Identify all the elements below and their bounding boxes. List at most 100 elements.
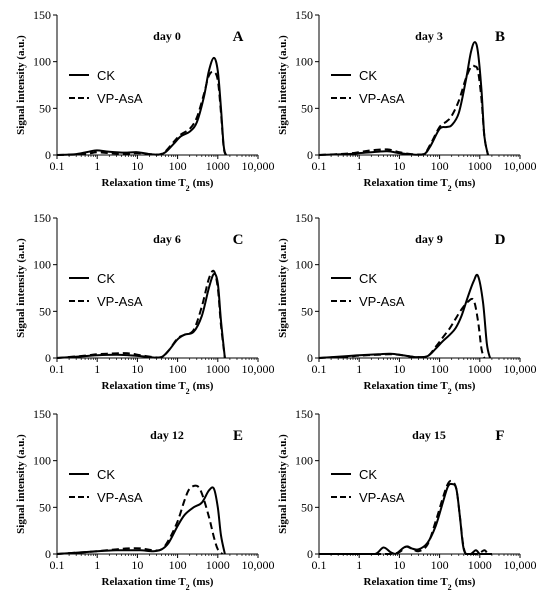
x-tick-label: 1000 [206,159,230,173]
series-line-ck [318,41,489,156]
series-line-ck [56,56,227,156]
legend-label-ck: CK [97,271,115,286]
x-tick-label: 1000 [468,558,492,572]
legend-label-vp-asa: VP-AsA [359,490,405,505]
x-tick-label: 100 [169,558,187,572]
x-tick-label: 1 [356,362,362,376]
x-tick-label: 100 [431,362,449,376]
x-axis-label-main: Relaxation time T [364,576,449,588]
y-tick-label: 100 [33,55,51,69]
x-axis-label: Relaxation time T2 (ms) [102,177,214,193]
legend-label-vp-asa: VP-AsA [97,91,143,106]
y-axis-label: Signal intensity (a.u.) [277,35,289,135]
chart-panel-a: 0 50 100 150 0.1 1 10 100 1000 10,000 Relaxation t… [15,8,275,193]
x-tick-label: 0.1 [312,159,327,173]
y-tick-label: 150 [295,8,313,22]
x-axis-label-unit: (ms) [455,576,476,588]
x-axis-label-sub: 2 [186,184,190,193]
y-axis-label: Signal intensity (a.u.) [15,35,27,135]
y-axis-label: Signal intensity (a.u.) [277,238,289,338]
x-axis-label-sub: 2 [448,184,452,193]
x-axis-label: Relaxation time T2 (ms) [102,576,214,592]
x-tick-label: 10,000 [242,159,275,173]
legend-label-vp-asa: VP-AsA [359,294,405,309]
x-tick-label: 10 [393,159,405,173]
series-line-vp-asa [56,269,226,359]
x-tick-label: 1 [94,558,100,572]
series-line-vp-asa [318,64,489,156]
x-tick-label: 0.1 [50,558,65,572]
y-tick-label: 150 [33,8,51,22]
y-tick-label: 0 [45,351,51,365]
x-tick-label: 10 [393,362,405,376]
y-tick-label: 150 [295,407,313,421]
y-tick-label: 0 [307,351,313,365]
x-axis-label: Relaxation time T2 (ms) [102,380,214,396]
x-axis-label-unit: (ms) [455,177,476,189]
legend-label-ck: CK [97,467,115,482]
legend-label-ck: CK [359,467,377,482]
x-tick-label: 10 [131,362,143,376]
y-axis-label: Signal intensity (a.u.) [15,238,27,338]
chart-panel-c: 0 50 100 150 0.1 1 10 100 1000 10,000 Relaxation t… [15,211,275,396]
y-tick-label: 0 [307,148,313,162]
x-axis-label: Relaxation time T2 (ms) [364,380,476,396]
x-tick-label: 10 [131,558,143,572]
x-tick-label: 10,000 [242,558,275,572]
y-tick-label: 50 [39,304,51,318]
y-tick-label: 150 [33,407,51,421]
chart-panel-d: 0 50 100 150 0.1 1 10 100 1000 10,000 Relaxation t… [277,211,537,396]
x-axis-label-main: Relaxation time T [364,177,449,189]
series-line-ck [56,272,226,359]
series-line-ck [319,482,492,556]
y-tick-label: 0 [45,547,51,561]
x-tick-label: 1000 [206,362,230,376]
x-tick-label: 100 [431,159,449,173]
panel-title: day 3 [415,29,443,43]
x-tick-label: 1 [94,362,100,376]
y-axis-label: Signal intensity (a.u.) [277,434,289,534]
chart-panel-b: 0 50 100 150 0.1 1 10 100 1000 10,000 Relaxation t… [277,8,537,193]
chart-panel-f: 0 50 100 150 0.1 1 10 100 1000 10,000 Relaxation t… [277,407,537,592]
y-tick-label: 100 [295,258,313,272]
x-axis-label-unit: (ms) [193,177,214,189]
x-axis-label: Relaxation time T2 (ms) [364,576,476,592]
legend-label-vp-asa: VP-AsA [359,91,405,106]
series-line-vp-asa [56,484,224,555]
legend-label-ck: CK [359,68,377,83]
legend-label-ck: CK [97,68,115,83]
y-tick-label: 100 [33,258,51,272]
x-tick-label: 10,000 [504,362,537,376]
y-axis-label: Signal intensity (a.u.) [15,434,27,534]
panel-letter: E [233,428,243,444]
x-axis-label-unit: (ms) [193,576,214,588]
panel-letter: C [233,232,244,248]
x-tick-label: 0.1 [50,362,65,376]
legend-label-vp-asa: VP-AsA [97,294,143,309]
x-tick-label: 10,000 [504,159,537,173]
legend-label-ck: CK [359,271,377,286]
chart-panel-e: 0 50 100 150 0.1 1 10 100 1000 10,000 Relaxation t… [15,407,275,592]
y-tick-label: 50 [301,500,313,514]
y-tick-label: 0 [45,148,51,162]
series-line-vp-asa [56,70,227,156]
y-tick-label: 50 [301,304,313,318]
x-tick-label: 1 [356,558,362,572]
y-tick-label: 0 [307,547,313,561]
panel-letter: F [495,428,504,444]
legend-label-vp-asa: VP-AsA [97,490,143,505]
series-line-vp-asa [319,479,492,555]
y-tick-label: 50 [39,500,51,514]
x-tick-label: 10,000 [242,362,275,376]
x-tick-label: 0.1 [312,362,327,376]
panel-title: day 12 [150,428,184,442]
x-axis-label: Relaxation time T2 (ms) [364,177,476,193]
x-tick-label: 1000 [468,159,492,173]
x-tick-label: 100 [169,159,187,173]
x-tick-label: 1 [94,159,100,173]
x-axis-label-main: Relaxation time T [102,380,187,392]
x-axis-label-unit: (ms) [193,380,214,392]
y-tick-label: 50 [301,101,313,115]
x-tick-label: 0.1 [312,558,327,572]
y-tick-label: 150 [33,211,51,225]
